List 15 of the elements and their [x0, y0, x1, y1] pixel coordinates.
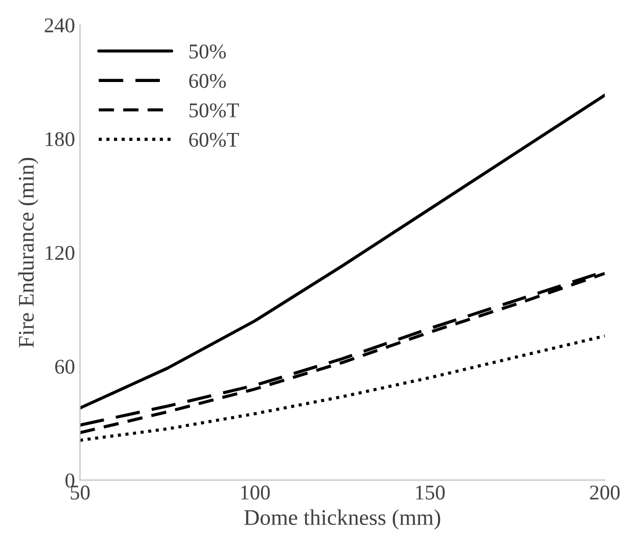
y-tick-label: 0	[66, 473, 74, 488]
y-tick-label: 180	[46, 132, 74, 146]
x-tick-label: 150	[416, 486, 445, 500]
x-tick-label: 200	[590, 486, 620, 500]
legend-label: 50%	[190, 44, 226, 59]
x-axis-title: Dome thickness (mm)	[244, 509, 440, 530]
legend-label: 50%T	[190, 103, 239, 118]
y-axis-title: Fire Endurance (min)	[18, 158, 38, 348]
y-tick-label: 60	[55, 360, 74, 374]
legend-label: 60%	[189, 74, 226, 88]
y-tick-label: 240	[44, 18, 74, 32]
x-tick-label: 50	[70, 486, 90, 500]
x-tick-label: 100	[241, 486, 270, 500]
y-tick-label: 120	[46, 246, 74, 260]
legend-label: 60%T	[189, 132, 239, 147]
